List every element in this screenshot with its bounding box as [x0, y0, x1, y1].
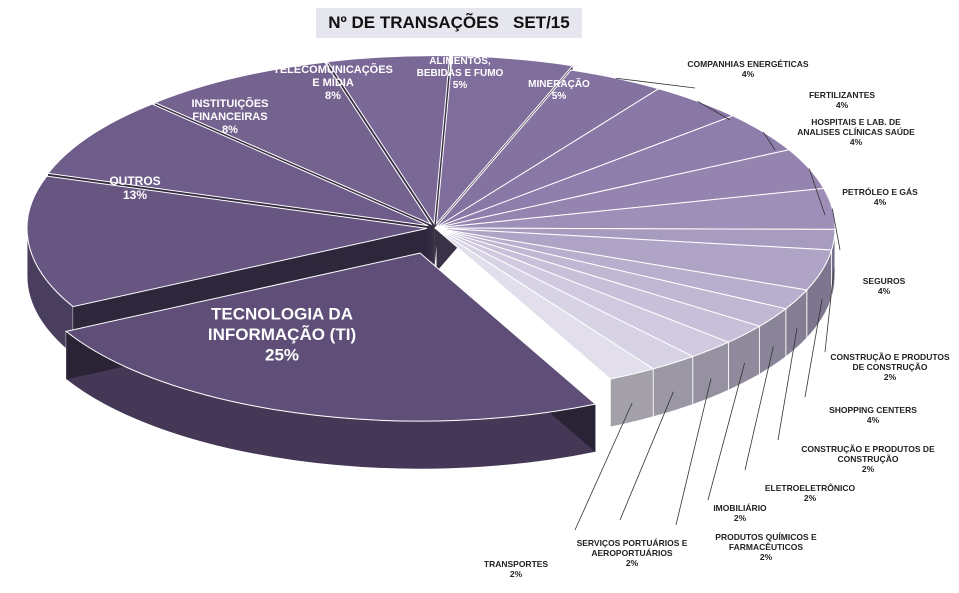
slice-label-14: CONSTRUÇÃO E PRODUTOS DE — [801, 444, 935, 454]
slice-label-5: ALIMENTOS, — [429, 56, 491, 67]
slice-value-label-13: 4% — [867, 415, 880, 425]
slice-label-13: SHOPPING CENTERS — [829, 405, 917, 415]
slice-5 — [326, 55, 451, 226]
slice-value-label-9: 4% — [850, 137, 863, 147]
leader-line-7 — [616, 77, 696, 89]
slice-1 — [64, 252, 597, 422]
leader-line-9 — [763, 131, 776, 151]
slice-value-label-8: 4% — [836, 100, 849, 110]
slice-value-label-17: 2% — [760, 552, 773, 562]
slice-value-label-15: 2% — [804, 493, 817, 503]
slice-19 — [434, 227, 655, 380]
slice-value-label-4: 8% — [325, 90, 341, 102]
slice-label-9: HOSPITAIS E LAB. DE — [811, 117, 901, 127]
slice-value-label-10: 4% — [874, 197, 887, 207]
slice-label-11: SEGUROS — [863, 276, 906, 286]
slice-value-label-2: 13% — [123, 188, 147, 202]
leader-line-14 — [777, 328, 798, 441]
slice-label-3: FINANCEIRAS — [192, 111, 267, 123]
slice-label-4: E MÍDIA — [312, 76, 354, 89]
leader-line-10 — [808, 168, 826, 216]
leader-line-18 — [619, 391, 674, 521]
chart-title-box: Nº DE TRANSAÇÕES SET/15 — [316, 8, 582, 38]
slice-label-18: AEROPORTUÁRIOS — [591, 548, 673, 558]
slice-label-19: TRANSPORTES — [484, 559, 549, 569]
slice-value-label-19: 2% — [510, 569, 523, 579]
slice-label-17: FARMACÊUTICOS — [729, 541, 803, 552]
slice-label-10: PETRÓLEO E GÁS — [842, 186, 918, 197]
leader-line-11 — [831, 208, 841, 251]
leader-line-8 — [697, 100, 731, 121]
slice-label-14: CONSTRUÇÃO — [838, 454, 899, 464]
slice-3 — [47, 103, 429, 227]
slice-label-2: OUTROS — [109, 174, 160, 188]
slice-label-9: ANALISES CLÍNICAS SAÚDE — [797, 126, 915, 137]
slice-value-label-12: 2% — [884, 372, 897, 382]
slice-label-17: PRODUTOS QUÍMICOS E — [715, 532, 817, 542]
slice-2 — [26, 175, 428, 308]
slice-value-label-14: 2% — [862, 464, 875, 474]
slice-label-8: FERTILIZANTES — [809, 90, 875, 100]
leader-line-13 — [804, 299, 823, 398]
slice-value-label-3: 8% — [222, 124, 238, 136]
slice-label-12: CONSTRUÇÃO E PRODUTOS — [830, 352, 950, 362]
slice-label-16: IMOBILIÁRIO — [713, 503, 767, 513]
slice-label-7: COMPANHIAS ENERGÉTICAS — [687, 59, 809, 69]
slice-value-label-1: 25% — [265, 345, 299, 364]
leader-line-19 — [574, 402, 633, 531]
slice-label-18: SERVIÇOS PORTUÁRIOS E — [577, 538, 688, 548]
slice-label-4: TELECOMUNICAÇÕES — [273, 63, 393, 76]
leader-line-17 — [675, 378, 712, 526]
slice-4 — [153, 61, 433, 226]
slice-label-15: ELETROELETRÔNICO — [765, 482, 856, 493]
slice-label-12: DE CONSTRUÇÃO — [852, 362, 927, 372]
slice-value-label-11: 4% — [878, 286, 891, 296]
slice-value-label-16: 2% — [734, 513, 747, 523]
leader-line-12 — [824, 268, 835, 353]
slice-6 — [435, 55, 574, 226]
slice-value-label-18: 2% — [626, 558, 639, 568]
slice-label-3: INSTITUIÇÕES — [191, 97, 268, 110]
slice-value-label-6: 5% — [552, 91, 567, 102]
slice-label-6: MINERAÇÃO — [528, 77, 590, 90]
slice-value-label-5: 5% — [453, 80, 468, 91]
chart-title: Nº DE TRANSAÇÕES SET/15 — [328, 13, 570, 32]
slice-value-label-7: 4% — [742, 69, 755, 79]
leader-line-15 — [744, 346, 774, 471]
slice-label-5: BEBIDAS E FUMO — [417, 68, 504, 79]
slice-label-1: TECNOLOGIA DA — [211, 305, 353, 324]
leader-line-16 — [707, 363, 745, 501]
slice-label-1: INFORMAÇÃO (TI) — [208, 324, 356, 344]
